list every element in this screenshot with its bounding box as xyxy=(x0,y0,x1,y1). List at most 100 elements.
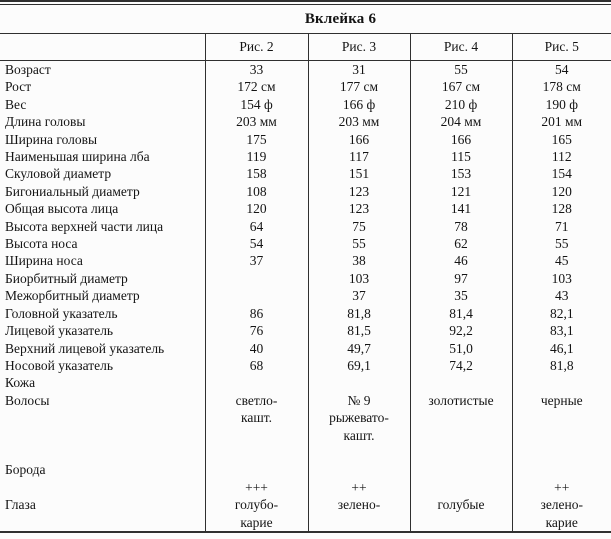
table-cell: 177 см xyxy=(307,78,410,96)
row-label: Носовой указатель xyxy=(5,357,114,373)
table-cell: карие xyxy=(511,513,611,532)
row-label: Рост xyxy=(5,79,32,95)
row-label: Высота верхней части лица xyxy=(5,218,164,234)
table-row: Высота верхней части лица 64 75 78 71 xyxy=(0,217,611,236)
table-cell xyxy=(409,426,512,444)
table-cell: 46,1 xyxy=(511,339,611,357)
table-cell xyxy=(204,287,308,305)
table-cell: зелено- xyxy=(307,496,410,514)
table-cell: 151 xyxy=(307,165,410,183)
table-cell: 76 xyxy=(204,322,308,340)
table-cell: +++ xyxy=(204,478,308,497)
table-cell: 35 xyxy=(409,287,512,305)
table-row: Рост 172 см 177 см 167 см 178 см xyxy=(0,78,611,96)
table-cell: 121 xyxy=(409,182,512,201)
row-label: Наименьшая ширина лба xyxy=(5,149,150,165)
table-row: Ширина головы 175 166 166 165 xyxy=(0,130,611,149)
table-cell: 55 xyxy=(307,235,410,253)
row-label xyxy=(0,444,205,461)
table-cell: 201 мм xyxy=(511,113,611,131)
table-row: Глаза голубо-зелено-голубые зелено- xyxy=(0,496,611,514)
table-cell: 64 xyxy=(204,217,308,236)
row-label xyxy=(0,514,205,532)
table-cell: 31 xyxy=(307,60,410,79)
table-cell: 123 xyxy=(307,200,410,218)
table-cell: 112 xyxy=(511,148,611,166)
table-row: Кожа xyxy=(0,374,611,392)
table-cell: рыжевато- xyxy=(307,409,410,427)
row-label: Кожа xyxy=(5,375,36,391)
table-row: Длина головы 203 мм 203 мм 204 мм 201 мм xyxy=(0,113,611,131)
table-cell: 108 xyxy=(204,182,308,201)
table-cell: 153 xyxy=(409,165,512,183)
table-cell xyxy=(204,374,308,392)
row-label: Борода xyxy=(5,462,46,478)
table-row: кашт. xyxy=(0,426,611,444)
table-row: Лицевой указатель 76 81,5 92,2 83,1 xyxy=(0,322,611,340)
row-label xyxy=(0,409,205,426)
header-label-column xyxy=(0,33,205,61)
table-cell xyxy=(307,461,410,479)
table-cell: 81,8 xyxy=(511,356,611,375)
table-row: Ширина носа 37 38 46 45 xyxy=(0,252,611,270)
table-row: +++ ++ ++ xyxy=(0,478,611,497)
anthropometry-table: Рис. 2 Рис. 3 Рис. 4 Рис. 5 Возраст 33 31 55 54… xyxy=(0,33,611,533)
table-row: Общая высота лица 120 123 141 128 xyxy=(0,200,611,218)
row-label: Лицевой указатель xyxy=(5,323,114,339)
row-label: Верхний лицевой указатель xyxy=(5,340,165,356)
table-cell xyxy=(511,374,611,392)
table-cell: 40 xyxy=(204,339,308,357)
table-row: Волосы светло- № 9 золотистые черные xyxy=(0,391,611,410)
row-label xyxy=(0,479,205,496)
table-cell xyxy=(409,409,512,427)
table-row: Межорбитный диаметр 37 35 43 xyxy=(0,287,611,305)
table-cell xyxy=(307,513,410,532)
column-header: Рис. 2 xyxy=(204,33,308,61)
table-cell: 37 xyxy=(307,287,410,305)
table-cell: ++ xyxy=(307,478,410,497)
table-cell: 75 xyxy=(307,217,410,236)
table-cell: 69,1 xyxy=(307,356,410,375)
row-label: Длина головы xyxy=(5,114,86,130)
table-cell: золотистые xyxy=(409,391,512,410)
table-cell: голубо- xyxy=(204,496,308,514)
table-cell: карие xyxy=(204,513,308,532)
table-cell xyxy=(409,478,512,497)
table-cell: 115 xyxy=(409,148,512,166)
table-cell: 92,2 xyxy=(409,322,512,340)
table-cell: № 9 xyxy=(307,391,410,410)
table-cell: 71 xyxy=(511,217,611,236)
table-cell: 190 ф xyxy=(511,95,611,114)
table-row: Верхний лицевой указатель 40 49,7 51,0 46,1 xyxy=(0,339,611,357)
table-cell xyxy=(204,269,308,288)
row-label: Глаза xyxy=(5,497,36,513)
table-cell: 55 xyxy=(511,235,611,253)
table-cell: 54 xyxy=(204,235,308,253)
table-row: Носовой указатель 68 69,1 74,2 81,8 xyxy=(0,356,611,375)
table-cell: 166 xyxy=(409,130,512,149)
table-cell: 119 xyxy=(204,148,308,166)
table-cell: 166 xyxy=(307,130,410,149)
table-cell: 83,1 xyxy=(511,322,611,340)
table-cell: 37 xyxy=(204,252,308,270)
table-cell: 33 xyxy=(204,60,308,79)
table-row: карие карие xyxy=(0,513,611,532)
table-cell xyxy=(204,426,308,444)
table-cell: ++ xyxy=(511,478,611,497)
top-double-rule xyxy=(0,0,611,5)
table-cell: 141 xyxy=(409,200,512,218)
table-cell: 97 xyxy=(409,269,512,288)
table-row: Высота носа 54 55 62 55 xyxy=(0,235,611,253)
table-cell: 154 ф xyxy=(204,95,308,114)
row-label: Ширина головы xyxy=(5,131,98,147)
table-cell: кашт. xyxy=(204,409,308,427)
table-cell: 172 см xyxy=(204,78,308,96)
table-body: Возраст 33 31 55 54 Рост 172 см 177 см 167 см 178… xyxy=(0,60,611,532)
table-cell: 68 xyxy=(204,356,308,375)
table-cell xyxy=(511,426,611,444)
table-cell: 178 см xyxy=(511,78,611,96)
table-cell xyxy=(409,513,512,532)
table-cell xyxy=(409,374,512,392)
table-cell xyxy=(409,443,512,462)
table-cell: 203 мм xyxy=(307,113,410,131)
